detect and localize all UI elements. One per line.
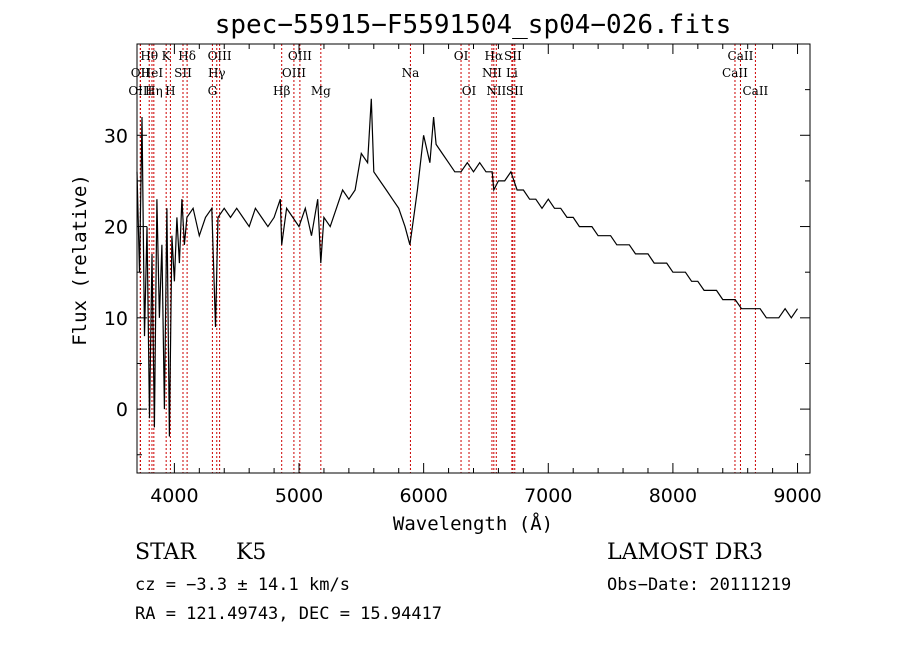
line-label-16: Na [402, 66, 420, 80]
x-tick-label: 6000 [399, 485, 447, 507]
line-label-23: Li [506, 66, 518, 80]
line-label-7: H [165, 84, 175, 98]
line-label-15: Mg [311, 84, 331, 98]
line-label-9: OIII [208, 49, 232, 63]
y-tick-label: 30 [104, 125, 128, 147]
y-axis-ticks: 0 10 20 30 [104, 43, 810, 456]
x-tick-label: 4000 [150, 485, 198, 507]
line-label-0: Hθ [140, 49, 158, 63]
spectral-line-markers [139, 44, 756, 473]
y-tick-label: 0 [116, 399, 128, 421]
y-tick-label: 10 [104, 308, 128, 330]
line-label-26: CaII [728, 49, 754, 63]
line-label-25: CaII [722, 66, 748, 80]
line-label-19: Hα [485, 49, 504, 63]
line-label-5: K [162, 49, 172, 63]
line-label-21: NII [486, 84, 506, 98]
line-label-2: OIII [128, 84, 152, 98]
line-label-1: OII [131, 66, 151, 80]
line-label-22: SII [504, 49, 522, 63]
line-label-11: G [208, 84, 218, 98]
line-label-12: Hβ [273, 84, 290, 98]
line-label-8: Hδ [178, 49, 196, 63]
line-label-14: OIII [288, 49, 312, 63]
spectrum-series-line [136, 98, 798, 437]
line-label-27: CaII [742, 84, 768, 98]
line-label-3: Hη [145, 84, 163, 98]
redshift-label: cz = −3.3 ± 14.1 km/s [135, 575, 350, 595]
line-label-20: NII [482, 66, 502, 80]
plot-frame [136, 43, 811, 474]
line-label-13: OIII [282, 66, 306, 80]
line-label-4: HeI [141, 66, 164, 80]
obs-date-label: Obs−Date: 20111219 [607, 575, 792, 595]
subclass-label: K5 [236, 540, 267, 565]
line-label-10: Hγ [208, 66, 226, 80]
line-label-24: SII [506, 84, 524, 98]
x-axis-ticks: 4000 5000 6000 7000 8000 9000 [150, 44, 822, 507]
line-label-6: SII [174, 66, 192, 80]
coordinates-label: RA = 121.49743, DEC = 15.94417 [135, 604, 443, 624]
x-tick-label: 5000 [275, 485, 323, 507]
x-tick-label: 9000 [773, 485, 821, 507]
object-class: STAR K5 [135, 540, 266, 565]
line-label-17: OI [454, 49, 469, 63]
y-axis-label: Flux (relative) [69, 174, 91, 346]
x-axis-label: Wavelength (Å) [393, 512, 553, 535]
x-tick-label: 7000 [524, 485, 572, 507]
class-label: STAR [135, 540, 196, 565]
y-tick-label: 20 [104, 217, 128, 239]
line-label-18: OI [462, 84, 477, 98]
chart-title: spec−55915−F5591504_sp04−026.fits [215, 10, 732, 40]
survey-label: LAMOST DR3 [607, 540, 763, 565]
x-tick-label: 8000 [649, 485, 697, 507]
